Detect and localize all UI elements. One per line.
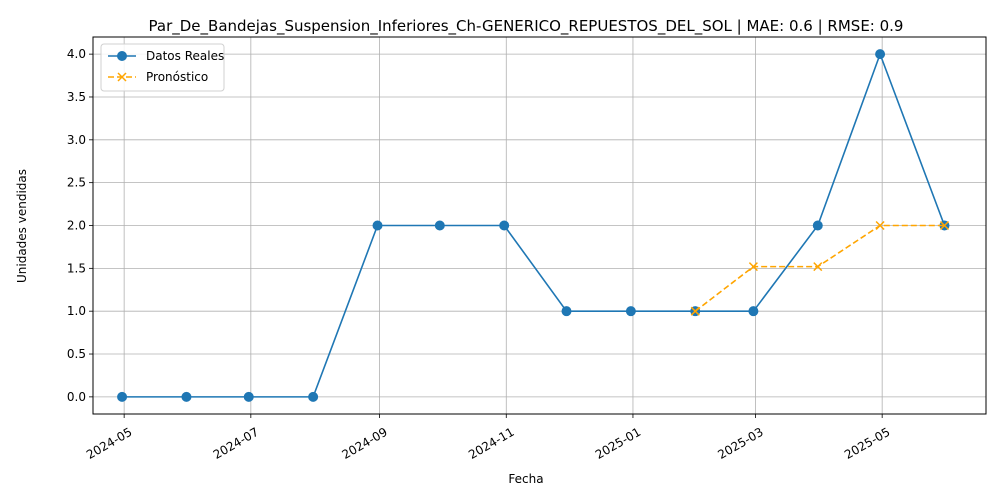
- data-point: [181, 391, 192, 402]
- legend-entry: Datos Reales: [108, 49, 224, 63]
- y-tick-label: 3.5: [67, 90, 86, 104]
- data-point: [875, 220, 885, 231]
- data-point: [372, 220, 383, 231]
- legend-label: Pronóstico: [146, 70, 208, 84]
- series-line: [122, 51, 946, 398]
- data-point: [561, 306, 572, 317]
- y-axis-ticks: 0.0 0.5 1.0 1.5 2.0 2.5 3.0 3.5 4.0: [67, 47, 93, 404]
- y-tick-label: 2.5: [67, 176, 86, 190]
- y-tick-label: 2.0: [67, 219, 86, 233]
- y-tick-label: 0.0: [67, 390, 86, 404]
- y-tick-label: 1.0: [67, 304, 86, 318]
- y-tick-label: 3.0: [67, 133, 86, 147]
- data-point: [499, 220, 510, 231]
- data-point: [117, 391, 128, 402]
- y-axis-label: Unidades vendidas: [15, 169, 29, 283]
- x-axis-label: Fecha: [508, 472, 543, 486]
- data-point: [690, 306, 700, 316]
- legend-label: Datos Reales: [146, 49, 224, 63]
- data-point: [939, 220, 949, 231]
- y-tick-label: 4.0: [67, 47, 86, 61]
- data-point: [748, 262, 758, 272]
- data-point: [625, 306, 636, 317]
- legend-entry: Pronóstico: [108, 70, 208, 84]
- legend: Datos Reales Pronóstico: [100, 43, 225, 92]
- data-point: [748, 306, 759, 317]
- y-tick-label: 1.5: [67, 261, 86, 275]
- legend-marker: [117, 51, 127, 61]
- series-layer: [117, 49, 950, 402]
- data-point: [434, 220, 445, 231]
- data-point: [812, 220, 823, 231]
- series-forecast: [690, 220, 949, 316]
- chart-title: Par_De_Bandejas_Suspension_Inferiores_Ch…: [149, 17, 904, 36]
- data-point: [875, 49, 886, 60]
- data-point: [813, 262, 823, 272]
- data-point: [243, 391, 254, 402]
- y-tick-label: 0.5: [67, 347, 86, 361]
- data-point: [308, 391, 319, 402]
- legend-marker: [117, 72, 127, 82]
